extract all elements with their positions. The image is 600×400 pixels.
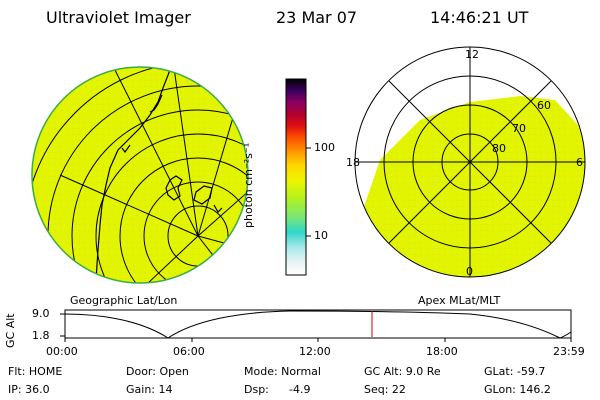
polar-grid bbox=[354, 46, 586, 278]
lat-label-70: 70 bbox=[512, 122, 526, 135]
x-tick-0600: 06:00 bbox=[173, 345, 205, 358]
polar-image-fill bbox=[356, 96, 585, 277]
y-tick-9: 9.0 bbox=[32, 307, 50, 320]
gain-status: Gain: 14 bbox=[126, 383, 173, 396]
x-tick-1800: 18:00 bbox=[426, 345, 458, 358]
door-status: Door: Open bbox=[126, 365, 189, 378]
lat-label-80: 80 bbox=[492, 142, 506, 155]
colorbar-tick-10: 10 bbox=[314, 229, 328, 242]
mlt-label-0: 0 bbox=[466, 265, 473, 278]
flight-status: Flt: HOME bbox=[8, 365, 63, 378]
sequence-status: Seq: 22 bbox=[364, 383, 406, 396]
mlt-label-6: 6 bbox=[576, 156, 583, 169]
dsp-label: Dsp: bbox=[244, 383, 269, 396]
altitude-curve bbox=[64, 310, 572, 339]
mlt-label-18: 18 bbox=[346, 156, 360, 169]
glon-status: GLon: 146.2 bbox=[484, 383, 551, 396]
colorbar-unit-label: photon cm⁻²s⁻¹ bbox=[242, 142, 255, 228]
mlt-label-12: 12 bbox=[465, 48, 479, 61]
date-label: 23 Mar 07 bbox=[276, 8, 358, 27]
gc-altitude-status: GC Alt: 9.0 Re bbox=[364, 365, 441, 378]
glat-status: GLat: -59.7 bbox=[484, 365, 546, 378]
x-tick-1200: 12:00 bbox=[299, 345, 331, 358]
coastline-outline bbox=[95, 69, 241, 281]
time-label: 14:46:21 UT bbox=[430, 8, 529, 27]
mode-status: Mode: Normal bbox=[244, 365, 321, 378]
x-tick-2359: 23:59 bbox=[553, 345, 585, 358]
lat-label-60: 60 bbox=[537, 99, 551, 112]
polar-image bbox=[354, 46, 586, 278]
colorbar bbox=[285, 78, 307, 276]
geographic-image bbox=[31, 66, 249, 284]
polar-panel-label: Apex MLat/MLT bbox=[418, 294, 501, 307]
timeline-axis-label: GC Alt bbox=[4, 313, 17, 348]
y-tick-1-8: 1.8 bbox=[32, 329, 50, 342]
geo-panel-label: Geographic Lat/Lon bbox=[70, 294, 178, 307]
altitude-timeline-plot bbox=[60, 309, 572, 342]
colorbar-tick-100: 100 bbox=[314, 141, 335, 154]
ip-status: IP: 36.0 bbox=[8, 383, 50, 396]
dsp-value: -4.9 bbox=[289, 383, 311, 396]
instrument-title: Ultraviolet Imager bbox=[46, 8, 191, 27]
x-tick-0000: 00:00 bbox=[46, 345, 78, 358]
